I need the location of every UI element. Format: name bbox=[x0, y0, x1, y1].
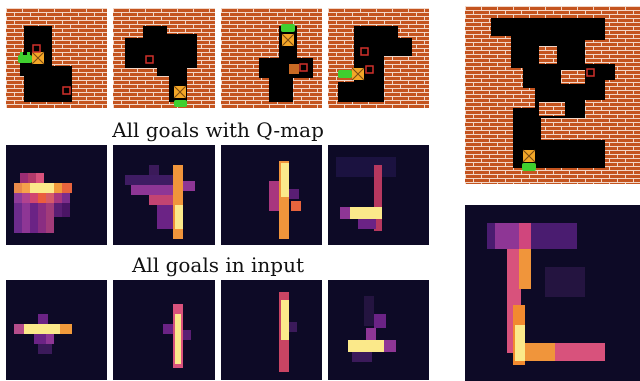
box-icon bbox=[281, 33, 295, 47]
env-panel-2 bbox=[113, 8, 215, 108]
agent-icon bbox=[338, 70, 352, 78]
box-icon bbox=[173, 85, 187, 99]
caption-q-map: All goals with Q-map bbox=[112, 118, 324, 142]
agent-icon bbox=[174, 100, 187, 107]
goal-marker-icon bbox=[360, 47, 369, 56]
goal-marker-icon bbox=[365, 65, 374, 74]
input-heatmap-4 bbox=[328, 280, 429, 380]
agent-icon bbox=[18, 52, 32, 63]
env-panel-3 bbox=[221, 8, 322, 108]
env-panel-1 bbox=[6, 8, 107, 108]
agent-icon bbox=[522, 163, 536, 171]
q-map-heatmap-3 bbox=[221, 145, 322, 245]
goal-marker-icon bbox=[586, 68, 595, 77]
box-icon bbox=[522, 149, 536, 163]
q-map-heatmap-1 bbox=[6, 145, 107, 245]
goal-marker-icon bbox=[62, 86, 71, 95]
large-heatmap bbox=[465, 205, 640, 381]
goal-marker-icon bbox=[299, 63, 308, 72]
env-panel-4 bbox=[328, 8, 429, 108]
input-heatmap-1 bbox=[6, 280, 107, 380]
q-map-heatmap-2 bbox=[113, 145, 215, 245]
goal-marker-icon bbox=[32, 44, 41, 53]
input-heatmap-3 bbox=[221, 280, 322, 380]
box-icon bbox=[289, 64, 299, 74]
q-map-heatmap-4 bbox=[328, 145, 429, 245]
agent-icon bbox=[281, 24, 295, 32]
box-icon bbox=[351, 67, 365, 81]
large-environment bbox=[465, 6, 640, 184]
caption-input: All goals in input bbox=[131, 253, 304, 277]
input-heatmap-2 bbox=[113, 280, 215, 380]
box-icon bbox=[31, 51, 45, 65]
goal-marker-icon bbox=[145, 55, 154, 64]
